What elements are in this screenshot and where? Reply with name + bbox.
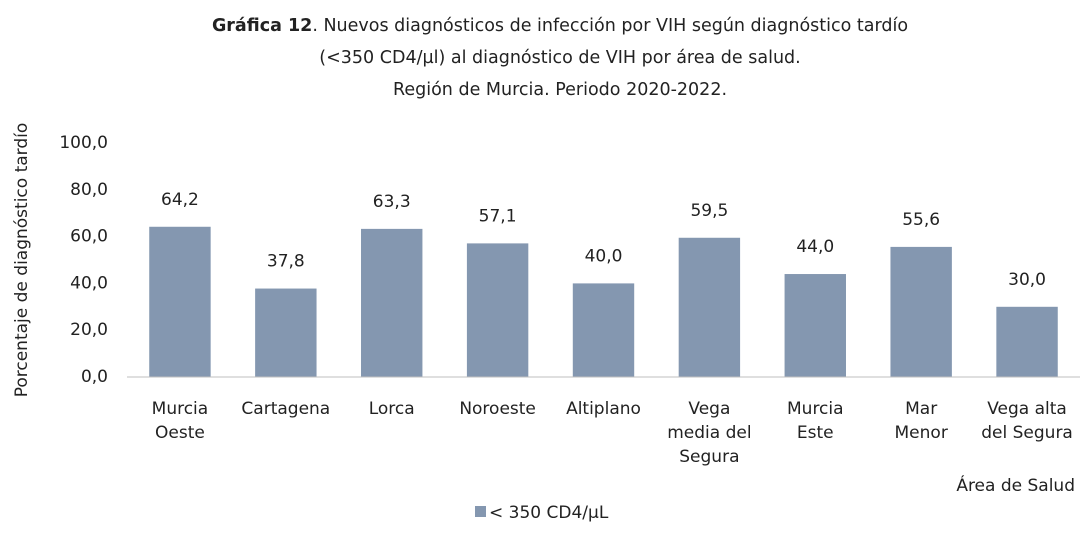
bar — [572, 283, 635, 377]
y-tick-label: 40,0 — [70, 273, 108, 293]
value-label: 44,0 — [796, 237, 834, 257]
x-tick-label: Murcia — [787, 399, 844, 419]
value-label: 57,1 — [479, 206, 517, 226]
bar — [996, 306, 1058, 377]
x-tick-label: Este — [797, 423, 834, 443]
x-tick-label: del Segura — [981, 423, 1073, 443]
value-label: 30,0 — [1008, 270, 1046, 290]
bar — [361, 228, 423, 377]
x-tick-label: Noroeste — [459, 399, 536, 419]
bar — [784, 274, 846, 377]
bar — [149, 226, 211, 377]
y-tick-label: 0,0 — [81, 367, 108, 387]
value-label: 63,3 — [373, 192, 411, 212]
x-tick-label: Murcia — [152, 399, 209, 419]
x-tick-label: Lorca — [369, 399, 415, 419]
x-tick-label: media del — [667, 423, 751, 443]
y-tick-label: 100,0 — [59, 133, 108, 153]
bar — [678, 237, 741, 377]
legend-swatch — [475, 506, 486, 517]
bar — [466, 243, 529, 377]
y-axis-label: Porcentaje de diagnóstico tardío — [12, 123, 32, 398]
x-tick-label: Vega — [688, 399, 730, 419]
value-label: 55,6 — [902, 210, 940, 230]
y-tick-label: 20,0 — [70, 320, 108, 340]
bar — [890, 246, 952, 377]
y-tick-label: 60,0 — [70, 227, 108, 247]
value-label: 40,0 — [585, 246, 623, 266]
chart-title: Región de Murcia. Periodo 2020-2022. — [393, 80, 727, 100]
x-tick-label: Segura — [679, 447, 739, 467]
title-line: . Nuevos diagnósticos de infección por V… — [312, 16, 908, 36]
value-label: 64,2 — [161, 190, 199, 210]
x-tick-label: Menor — [895, 423, 948, 443]
value-label: 37,8 — [267, 252, 305, 272]
x-tick-label: Cartagena — [241, 399, 330, 419]
chart-title: Gráfica 12. Nuevos diagnósticos de infec… — [212, 16, 908, 36]
bar — [255, 288, 317, 377]
y-tick-label: 80,0 — [70, 180, 108, 200]
value-label: 59,5 — [690, 201, 728, 221]
title-bold: Gráfica 12 — [212, 16, 312, 36]
x-tick-label: Vega alta — [987, 399, 1067, 419]
x-tick-label: Oeste — [155, 423, 205, 443]
x-tick-label: Mar — [905, 399, 937, 419]
legend-label: < 350 CD4/µL — [489, 503, 609, 523]
x-tick-label: Altiplano — [566, 399, 641, 419]
chart-title: (<350 CD4/µl) al diagnóstico de VIH por … — [319, 48, 800, 68]
x-axis-label: Área de Salud — [956, 474, 1075, 496]
